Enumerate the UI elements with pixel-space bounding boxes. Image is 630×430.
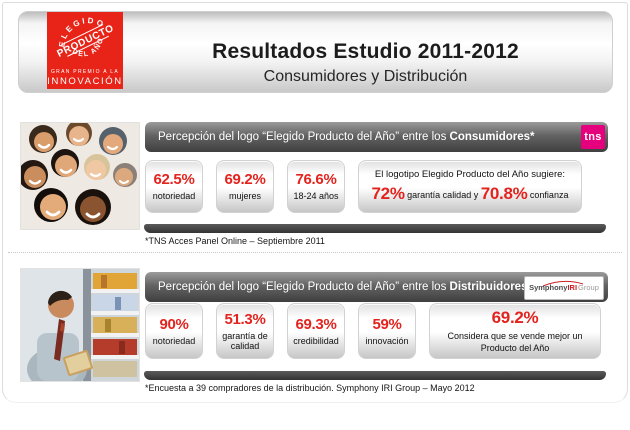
distributors-section-header: Percepción del logo “Elegido Producto de…	[145, 272, 608, 302]
iri-part1: Symphony	[529, 283, 568, 293]
distributors-header-text: Percepción del logo “Elegido Producto de…	[158, 281, 450, 293]
stat-value: 76.6%	[295, 171, 337, 189]
stat-value: 69.2%	[224, 171, 266, 189]
stat-box-innovacion: 59% innovación	[358, 303, 416, 359]
garantia-value: 72%	[371, 184, 405, 203]
stat-box-notoriedad: 62.5% notoriedad	[145, 160, 203, 213]
suggestion-intro: El logotipo Elegido Producto del Año sug…	[374, 169, 566, 180]
consumers-photo	[20, 122, 140, 230]
iri-part3: Group	[578, 283, 599, 293]
stat-label: credibilidad	[293, 335, 339, 346]
stat-box-mujeres: 69.2% mujeres	[216, 160, 274, 213]
distributors-divider-bar	[144, 371, 606, 380]
dotted-separator	[8, 252, 622, 253]
distributors-photo	[20, 268, 140, 382]
tns-logo: tns	[581, 125, 605, 149]
stat-label: innovación	[365, 335, 409, 346]
stat-box-notoriedad-dist: 90% notoriedad	[145, 303, 203, 359]
stat-label: notoriedad	[152, 335, 196, 346]
stat-value: 51.3%	[224, 310, 266, 328]
iri-swoosh-icon	[542, 280, 584, 287]
stat-value: 90%	[159, 315, 189, 333]
page-subtitle: Consumidores y Distribución	[263, 68, 468, 85]
distributors-header-strong: Distribuidores*	[449, 281, 532, 293]
stat-label: mujeres	[228, 191, 261, 202]
consumers-footnote: *TNS Acces Panel Online – Septiembre 201…	[145, 236, 325, 246]
stat-label: garantía de calidad	[222, 330, 268, 351]
consumers-section-header: Percepción del logo “Elegido Producto de…	[145, 122, 608, 152]
logo-subtitle-innovation: INNOVACIÓN	[47, 76, 123, 87]
consumers-divider-bar	[144, 224, 606, 233]
stat-box-garantia: 51.3% garantía de calidad	[216, 303, 274, 359]
stat-value: 69.2%	[491, 308, 539, 328]
vende-mejor-box: 69.2% Considera que se vende mejor un Pr…	[429, 303, 601, 359]
garantia-label: garantía calidad y	[404, 190, 481, 200]
suggestion-values: 72% garantía calidad y 70.8% confianza	[372, 184, 569, 204]
stat-value: 69.3%	[295, 315, 337, 333]
logo-suggestion-box: El logotipo Elegido Producto del Año sug…	[358, 160, 582, 213]
elegido-producto-logo: ELEGIDO PRODUCTO DEL AÑO ® GRAN PREMIO A…	[47, 12, 123, 89]
stat-value: 59%	[372, 315, 402, 333]
stat-label: 18-24 años	[293, 191, 339, 202]
stat-box-18-24: 76.6% 18-24 años	[287, 160, 345, 213]
logo-subtitle-small: GRAN PREMIO A LA	[50, 69, 120, 75]
page-title: Resultados Estudio 2011-2012	[212, 40, 519, 63]
stat-value: 62.5%	[153, 171, 195, 189]
symphony-iri-logo: Symphony IRI Group	[524, 276, 604, 300]
consumers-header-strong: Consumidores*	[449, 131, 535, 143]
iri-part2: IRI	[567, 283, 578, 293]
stat-label: notoriedad	[152, 191, 196, 202]
logo-stamp-icon: ELEGIDO PRODUCTO DEL AÑO ®	[50, 12, 116, 65]
consumers-header-text: Percepción del logo “Elegido Producto de…	[158, 131, 450, 143]
registered-mark: ®	[98, 12, 105, 14]
stat-box-credibilidad: 69.3% credibilidad	[287, 303, 345, 359]
confianza-label: confianza	[527, 190, 569, 200]
distributors-footnote: *Encuesta a 39 compradores de la distrib…	[145, 383, 475, 393]
stat-label: Considera que se vende mejor un Producto…	[447, 331, 583, 353]
confianza-value: 70.8%	[480, 184, 528, 203]
